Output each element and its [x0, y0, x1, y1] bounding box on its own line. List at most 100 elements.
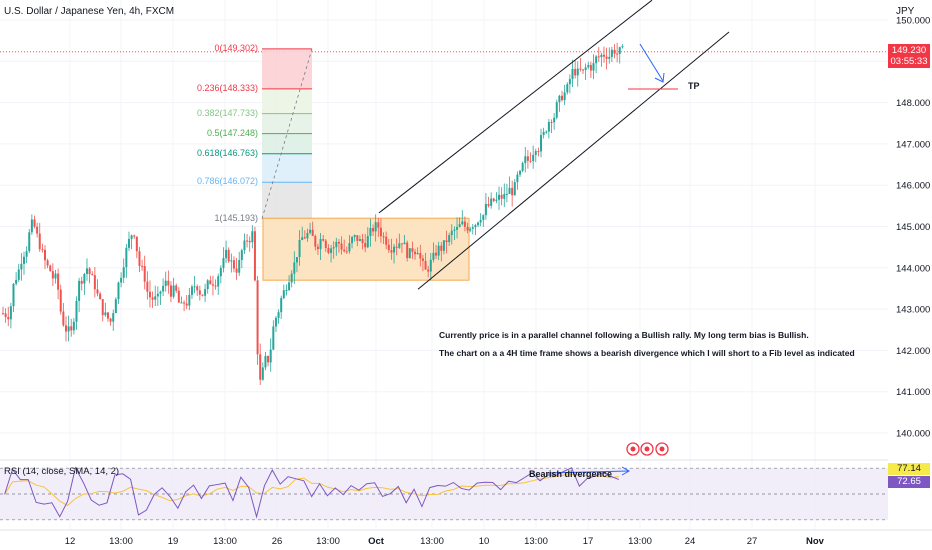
candle-body [67, 326, 70, 332]
candle-body [421, 258, 424, 261]
candle-body [253, 231, 256, 281]
candle-body [345, 251, 348, 253]
price-tick-label: 140.000 [896, 429, 930, 440]
candle-body [51, 271, 54, 279]
candle-body [456, 227, 459, 230]
candle-body [251, 231, 254, 243]
candle-body [135, 236, 138, 252]
candle-body [298, 239, 301, 258]
candle-body [327, 247, 330, 254]
time-tick-label: 26 [272, 536, 283, 547]
currency-label: JPY [896, 6, 915, 17]
candle-body [64, 325, 67, 332]
candle-body [120, 277, 123, 283]
time-tick-label: 17 [583, 536, 594, 547]
candle-body [4, 313, 7, 317]
candle-body [458, 224, 461, 228]
candle-body [246, 240, 249, 242]
time-tick-label: 13:00 [109, 536, 133, 547]
candle-body [267, 355, 270, 363]
candle-body [78, 280, 81, 301]
time-tick-label: 13:00 [628, 536, 652, 547]
candle-body [366, 236, 369, 248]
candle-body [547, 122, 550, 132]
candle-body [403, 242, 406, 245]
candle-body [340, 243, 343, 250]
analysis-note-1: Currently price is in a parallel channel… [439, 330, 809, 340]
candle-body [196, 286, 199, 291]
candle-body [2, 313, 4, 315]
candle-body [448, 235, 451, 243]
candle-body [88, 268, 91, 275]
candle-body [106, 312, 109, 319]
candle-body [227, 249, 230, 262]
candle-body [172, 285, 175, 297]
candle-body [605, 56, 608, 59]
candle-body [511, 187, 514, 196]
candle-body [293, 262, 296, 274]
fib-level-label: 0.382(147.733) [196, 107, 258, 118]
candle-body [46, 260, 49, 266]
candle-body [99, 293, 102, 300]
fibonacci-retracement [261, 48, 313, 220]
candle-body [104, 312, 107, 316]
candle-body [398, 243, 401, 248]
candle-body [133, 235, 136, 237]
candle-body [563, 92, 566, 101]
candle-body [9, 306, 12, 320]
candle-body [185, 303, 188, 306]
candle-body [390, 250, 393, 253]
candle-body [190, 286, 193, 295]
candle-body [393, 246, 396, 253]
candle-body [419, 253, 422, 259]
candle-body [219, 267, 222, 277]
candle-body [62, 311, 65, 326]
candle-body [463, 221, 466, 227]
candle-body [70, 326, 73, 331]
symbol-title[interactable]: U.S. Dollar / Japanese Yen, 4h, FXCM [4, 6, 175, 17]
candle-body [424, 260, 427, 270]
candle-body [534, 151, 537, 155]
fib-zone [262, 88, 312, 114]
fib-level-label: 0.5(147.248) [206, 127, 258, 138]
candle-body [613, 49, 616, 54]
candle-body [500, 194, 503, 199]
fib-zone [262, 113, 312, 134]
candle-body [20, 263, 23, 270]
candle-body [490, 198, 493, 206]
candle-body [272, 326, 275, 350]
candle-body [280, 298, 283, 313]
candle-body [248, 240, 251, 243]
candle-body [180, 302, 183, 304]
candle-body [206, 280, 209, 290]
candle-body [558, 95, 561, 103]
candle-body [532, 154, 535, 162]
candle-body [450, 230, 453, 236]
fib-zone [262, 182, 312, 219]
candle-body [324, 240, 327, 248]
rsi-indicator-label[interactable]: RSI (14, close, SMA, 14, 2) [4, 466, 120, 477]
candle-body [232, 260, 235, 269]
time-tick-label: 13:00 [316, 536, 340, 547]
candle-body [49, 265, 52, 272]
candle-body [175, 285, 178, 291]
fib-level-label: 0(149.302) [214, 42, 258, 53]
chart-annotations [626, 43, 678, 456]
candle-body [508, 187, 511, 194]
channel-lower-line [417, 31, 730, 290]
rsi-ma-value-badge: 72.65 [888, 476, 930, 488]
candle-body [348, 243, 351, 252]
candle-body [411, 248, 414, 252]
rsi-line [4, 466, 619, 519]
candle-body [377, 222, 380, 228]
time-tick-label: 13:00 [524, 536, 548, 547]
candle-body [295, 257, 298, 263]
candle-body [545, 131, 548, 133]
bearish-divergence-label: Bearish divergence [529, 469, 613, 479]
candle-body [416, 253, 419, 255]
candle-body [204, 289, 207, 296]
candle-body [574, 68, 577, 76]
candle-body [435, 252, 438, 256]
candle-body [408, 248, 411, 259]
